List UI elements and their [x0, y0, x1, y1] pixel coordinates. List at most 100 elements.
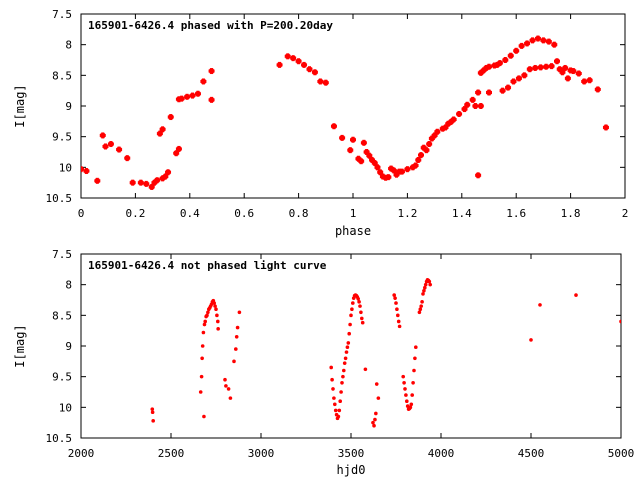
phased-data-point — [377, 169, 384, 176]
unphased-data-point — [404, 393, 408, 397]
phased-x-tick-label: 0 — [78, 207, 85, 220]
unphased-data-point — [395, 307, 399, 312]
phased-data-point — [99, 132, 106, 139]
unphased-data-point — [151, 419, 155, 423]
unphased-data-point — [405, 399, 409, 404]
phased-y-axis-label: I[mag] — [13, 84, 27, 127]
phased-x-tick-label: 2 — [622, 207, 629, 220]
unphased-data-point — [374, 382, 379, 386]
unphased-data-point — [232, 359, 236, 364]
unphased-data-point — [202, 414, 206, 419]
unphased-data-point — [347, 331, 352, 336]
unphased-data-point — [349, 313, 353, 318]
unphased-data-point — [343, 356, 348, 361]
phased-data-point — [94, 177, 101, 184]
phased-data-point — [529, 37, 536, 44]
unphased-x-axis-label: hjd0 — [337, 463, 366, 477]
unphased-data-point — [345, 345, 350, 350]
phased-data-point — [464, 101, 471, 108]
unphased-data-point — [223, 377, 227, 382]
phased-data-point — [586, 77, 593, 84]
phased-data-point — [434, 128, 441, 135]
phased-chart-title: 165901-6426.4 phased with P=200.20day — [88, 19, 333, 32]
phased-data-point — [360, 139, 367, 146]
unphased-data-point — [360, 320, 365, 325]
phased-data-point — [371, 160, 378, 167]
phased-data-point — [551, 41, 558, 48]
phased-y-tick-label: 7.5 — [52, 8, 72, 21]
unphased-data-point — [200, 356, 204, 361]
unphased-data-point — [234, 335, 239, 339]
phased-data-point — [322, 79, 329, 86]
phased-data-point — [521, 72, 528, 79]
phased-data-point — [513, 47, 520, 54]
unphased-data-point — [396, 319, 401, 324]
unphased-y-tick-label: 9.5 — [52, 371, 72, 384]
phased-data-point — [159, 175, 166, 182]
phased-x-tick-label: 0.2 — [125, 207, 145, 220]
phased-data-point — [350, 136, 356, 143]
unphased-data-point — [529, 338, 533, 342]
unphased-data-point — [330, 377, 334, 382]
phased-light-curve-chart: 0 0.2 0.4 0.6 0.8 1 1.2 1.4 1.6 1.8 2 7.5 8 8.5 9 9.5 10… — [13, 8, 628, 238]
phased-data-point — [276, 61, 283, 68]
phased-data-point — [507, 52, 514, 59]
unphased-data-point — [212, 301, 216, 305]
unphased-data-point — [216, 319, 220, 324]
unphased-chart-title: 165901-6426.4 not phased light curve — [88, 259, 327, 272]
phased-data-point — [562, 64, 569, 71]
unphased-data-point — [344, 350, 349, 354]
phased-data-point — [494, 61, 501, 68]
phased-data-point — [393, 171, 400, 178]
unphased-y-tick-label: 7.5 — [52, 248, 72, 261]
unphased-data-point — [342, 368, 346, 373]
phased-y-tick-label: 10 — [59, 161, 72, 174]
phased-data-point — [469, 96, 476, 103]
unphased-data-point — [422, 289, 426, 293]
phased-data-point — [173, 150, 180, 157]
phased-x-tick-label: 1.6 — [506, 207, 526, 220]
unphased-data-point — [150, 410, 155, 415]
phased-data-point — [445, 120, 452, 127]
phased-data-point — [363, 149, 370, 155]
unphased-x-tick-label: 4500 — [518, 447, 545, 460]
phased-data-point — [486, 63, 492, 70]
unphased-data-point — [215, 313, 219, 318]
unphased-data-point — [423, 282, 428, 287]
unphased-data-point — [329, 365, 334, 370]
unphased-data-point — [360, 316, 364, 321]
phased-data-point — [102, 143, 109, 150]
phased-data-point — [515, 75, 522, 82]
unphased-data-point — [619, 319, 621, 324]
unphased-data-point — [392, 293, 397, 297]
phased-data-point — [374, 164, 381, 171]
phased-data-point — [148, 183, 155, 190]
unphased-data-point — [423, 285, 427, 290]
phased-data-point — [156, 130, 163, 137]
unphased-y-tick-label: 9 — [65, 340, 72, 353]
phased-data-point — [486, 89, 492, 96]
phased-data-point — [461, 106, 468, 113]
phased-data-point — [559, 69, 566, 76]
phased-data-point — [124, 155, 131, 162]
unphased-data-point — [371, 420, 375, 425]
unphased-data-point — [356, 296, 361, 301]
phased-x-tick-label: 0.6 — [234, 207, 254, 220]
unphased-data-point — [411, 381, 415, 385]
phased-data-point — [347, 147, 354, 154]
unphased-data-point — [336, 414, 341, 419]
phased-data-point — [477, 103, 484, 109]
phased-data-point — [116, 146, 123, 153]
unphased-x-tick-label: 2000 — [68, 447, 95, 460]
phased-data-point — [456, 110, 463, 117]
unphased-y-axis-label: I[mag] — [13, 324, 27, 367]
unphased-data-point — [393, 296, 397, 300]
unphased-data-point — [216, 327, 220, 331]
phased-data-point — [388, 165, 395, 172]
phased-data-point — [194, 90, 201, 97]
phased-data-point — [543, 63, 550, 70]
unphased-data-point — [374, 411, 378, 416]
unphased-data-point — [202, 322, 207, 327]
phased-data-point — [409, 164, 416, 171]
phased-data-point — [426, 141, 433, 148]
